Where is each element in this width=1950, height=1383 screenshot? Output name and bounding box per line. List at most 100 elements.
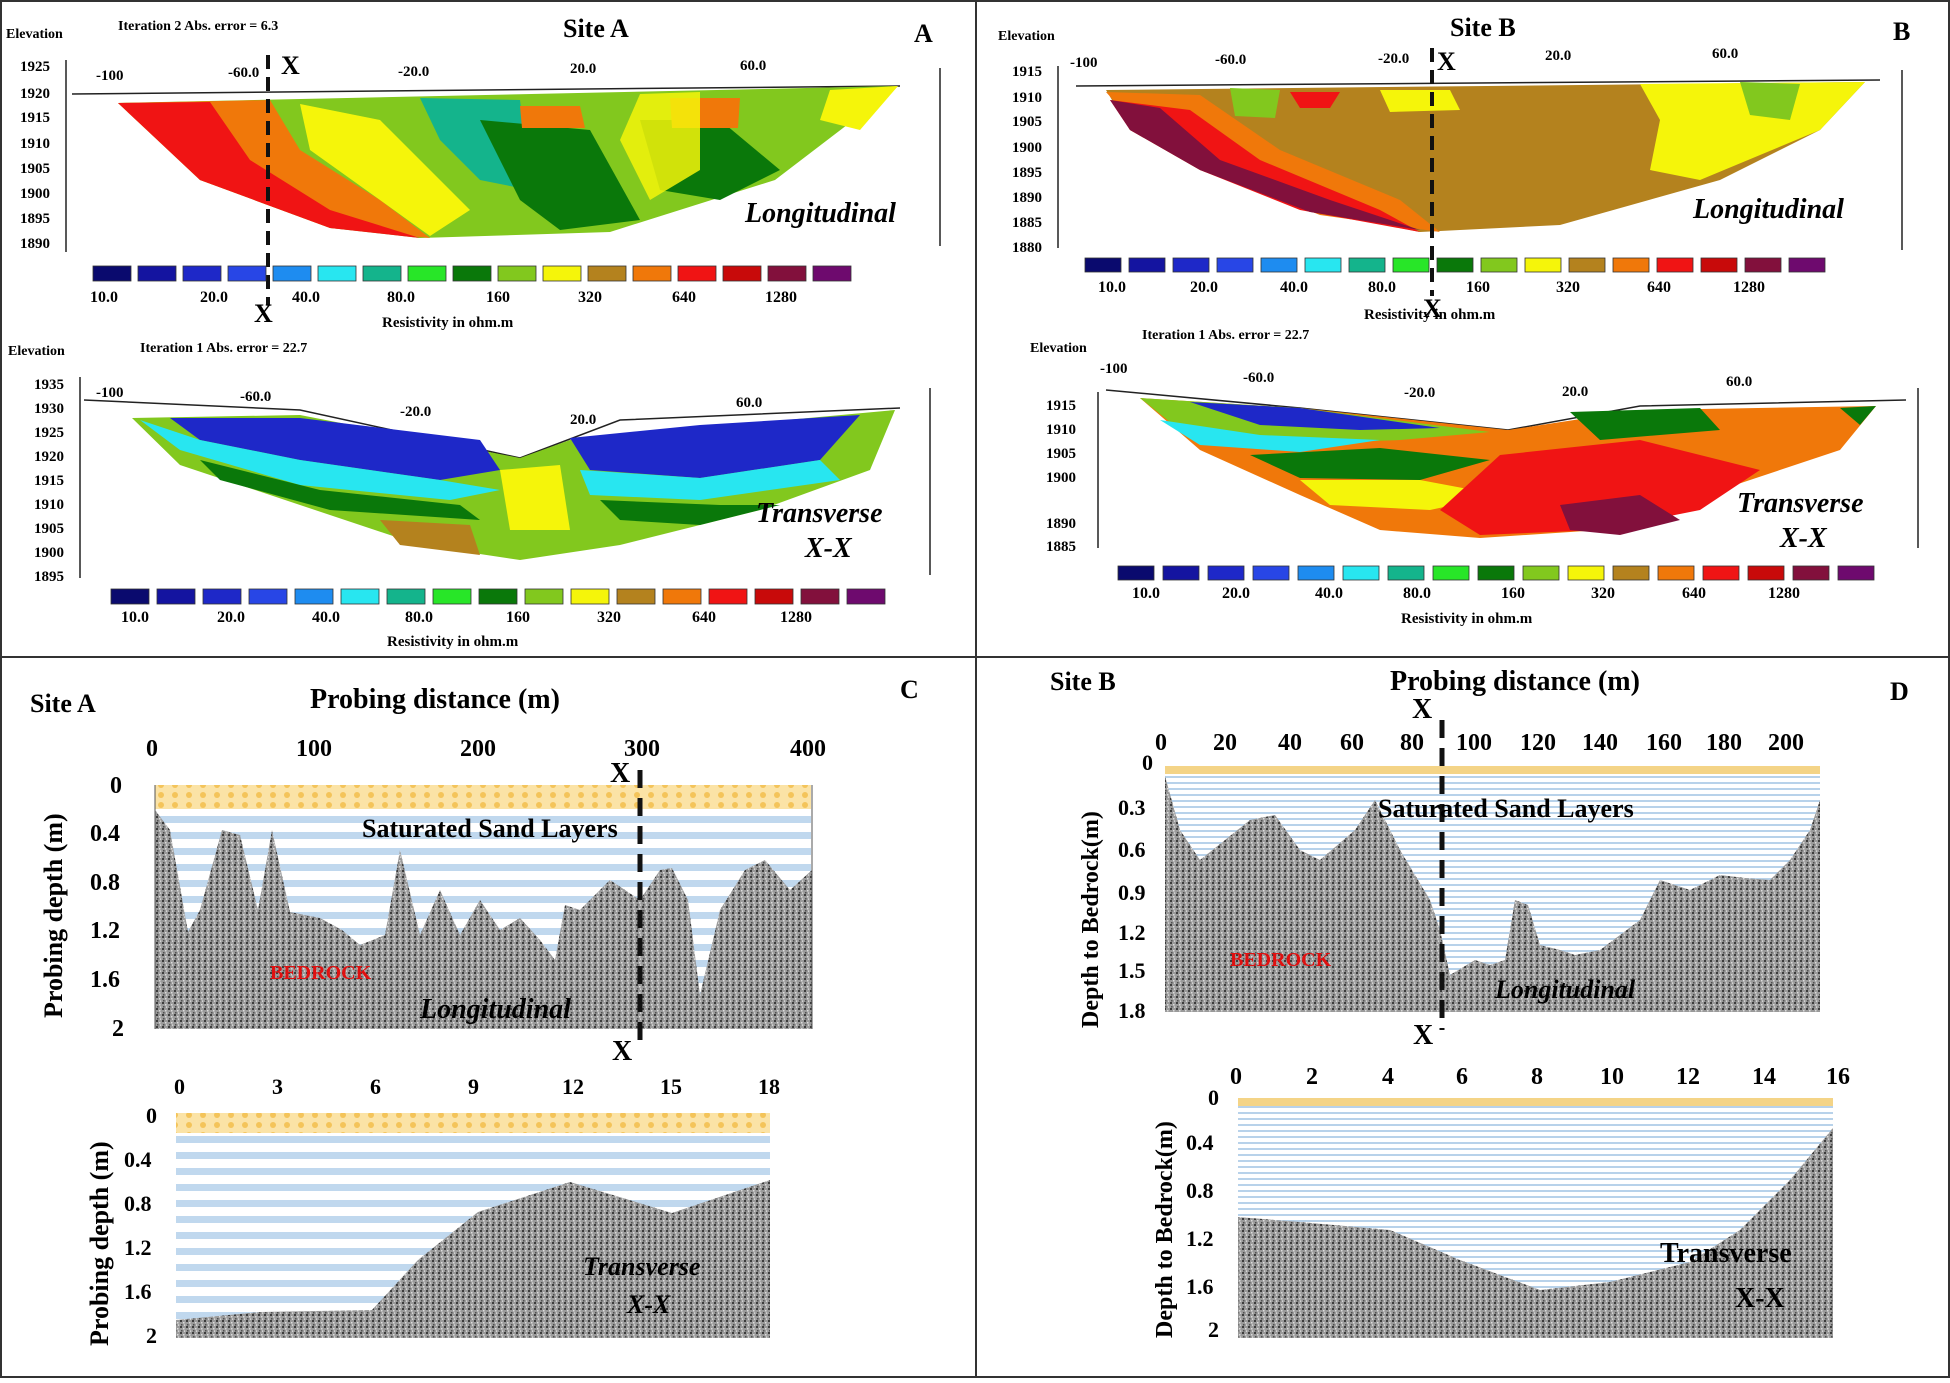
color-scale-swatch bbox=[1252, 565, 1290, 581]
zone-very-high bbox=[118, 102, 420, 238]
y-tick: 0 bbox=[110, 773, 122, 799]
x-tick: 16 bbox=[1826, 1064, 1850, 1090]
elevation-label: Elevation bbox=[998, 29, 1055, 44]
y-tick: 1910 bbox=[34, 497, 64, 513]
x-tick: 120 bbox=[1520, 730, 1556, 756]
color-scale-swatch bbox=[754, 588, 794, 605]
color-scale-swatch bbox=[1392, 257, 1430, 273]
x-tick: 3 bbox=[272, 1074, 283, 1099]
scale-label: 10.0 bbox=[1098, 279, 1126, 296]
scale-label: 1280 bbox=[780, 609, 812, 626]
color-scale-swatch bbox=[1657, 565, 1695, 581]
panel-b: B Site B Elevation -100 -60.0 -20.0 20.0… bbox=[998, 13, 1919, 627]
color-scale-swatch bbox=[110, 588, 150, 605]
panel-c: C Site A Probing distance (m) 0 100 200 … bbox=[30, 675, 919, 1348]
resistivity-section bbox=[1106, 82, 1865, 232]
scale-label: 160 bbox=[486, 289, 510, 306]
scale-label: 320 bbox=[597, 609, 621, 626]
color-scale-swatch bbox=[340, 588, 380, 605]
y-tick: 1915 bbox=[34, 473, 64, 489]
topsoil-layer bbox=[1165, 766, 1820, 774]
x-tick: -60.0 bbox=[228, 65, 259, 81]
x-tick-labels: 0 100 200 300 400 bbox=[146, 736, 826, 762]
color-scale-swatch bbox=[1702, 565, 1740, 581]
x-tick: 15 bbox=[660, 1074, 682, 1099]
panel-d-longitudinal-chart: 0 20 40 60 80 100 120 140 160 180 200 0 … bbox=[1078, 694, 1820, 1051]
y-tick: 0.4 bbox=[90, 821, 120, 847]
scale-label: 10.0 bbox=[90, 289, 118, 306]
x-tick: 60.0 bbox=[1726, 374, 1752, 390]
color-scale-swatch bbox=[542, 265, 582, 282]
y-tick-labels: 1915 1910 1905 1900 1895 1890 1885 1880 bbox=[1012, 64, 1042, 256]
x-tick: 60.0 bbox=[1712, 46, 1738, 62]
topsoil-layer bbox=[1238, 1098, 1833, 1106]
scale-label: 320 bbox=[1591, 585, 1615, 602]
topsoil-layer bbox=[155, 785, 811, 809]
iteration-text: Iteration 1 Abs. error = 22.7 bbox=[1142, 328, 1309, 343]
color-scale-swatch bbox=[632, 265, 672, 282]
x-tick-labels: -100 -60.0 -20.0 20.0 60.0 bbox=[96, 385, 762, 428]
x-tick: 2 bbox=[1306, 1064, 1318, 1090]
x-tick: 160 bbox=[1646, 730, 1682, 756]
color-scale-swatch bbox=[1524, 257, 1562, 273]
section-label-xx: X-X bbox=[804, 533, 853, 564]
x-tick: 0 bbox=[146, 736, 158, 762]
zone-high-pocket bbox=[520, 106, 585, 128]
x-tick: 100 bbox=[1456, 730, 1492, 756]
color-scale-swatch bbox=[1477, 565, 1515, 581]
color-scale-swatch bbox=[812, 265, 852, 282]
color-scale-swatch bbox=[227, 265, 267, 282]
scale-label: 160 bbox=[1501, 585, 1525, 602]
zone-mid-brown bbox=[380, 520, 480, 555]
color-scale-swatch bbox=[1837, 565, 1875, 581]
panel-c-transverse-chart: 0 3 6 9 12 15 18 0 0.4 0.8 1.2 1.6 2 Pro… bbox=[85, 1074, 780, 1348]
x-tick: 12 bbox=[562, 1074, 584, 1099]
x-tick: -60.0 bbox=[1215, 52, 1246, 68]
y-tick: 1925 bbox=[34, 425, 64, 441]
zone-mixed-2 bbox=[1230, 88, 1280, 118]
color-scale-swatch bbox=[1297, 565, 1335, 581]
zone-lowmid bbox=[480, 120, 640, 230]
y-tick: 0.3 bbox=[1118, 795, 1146, 820]
zone-very-low bbox=[170, 418, 500, 480]
x-axis-title: Probing distance (m) bbox=[310, 684, 560, 715]
color-scale bbox=[110, 588, 886, 605]
section-label-xx: X-X bbox=[1735, 1283, 1785, 1314]
color-scale-swatch bbox=[1744, 257, 1782, 273]
x-tick: 18 bbox=[758, 1074, 780, 1099]
x-tick: 60.0 bbox=[736, 395, 762, 411]
scale-label: 20.0 bbox=[200, 289, 228, 306]
scale-labels: 10.0 20.0 40.0 80.0 160 320 640 1280 bbox=[90, 289, 797, 306]
y-tick-labels: 0 0.4 0.8 1.2 1.6 2 bbox=[90, 773, 124, 1042]
color-scale-swatch bbox=[478, 588, 518, 605]
zone-lowmid-2 bbox=[1570, 408, 1720, 440]
color-scale-swatch bbox=[272, 265, 312, 282]
y-tick: 1900 bbox=[1012, 140, 1042, 156]
zone-pocket-2 bbox=[1380, 90, 1460, 112]
x-tick: -60.0 bbox=[1243, 370, 1274, 386]
zone-lowmid bbox=[200, 460, 480, 520]
color-scale-swatch bbox=[1567, 565, 1605, 581]
zone-pocket bbox=[1290, 92, 1340, 108]
section-label-xx: X-X bbox=[626, 1290, 671, 1319]
scale-title: Resistivity in ohm.m bbox=[387, 634, 519, 650]
color-scale-swatch bbox=[677, 265, 717, 282]
x-tick: 180 bbox=[1706, 730, 1742, 756]
color-scale-swatch bbox=[587, 265, 627, 282]
color-scale-swatch bbox=[846, 588, 886, 605]
scale-title: Resistivity in ohm.m bbox=[1364, 307, 1496, 323]
y-tick: 0 bbox=[146, 1103, 157, 1128]
y-tick-labels: 0 0.4 0.8 1.2 1.6 2 bbox=[124, 1103, 157, 1348]
color-scale-swatch bbox=[317, 265, 357, 282]
y-tick-labels: 1925 1920 1915 1910 1905 1900 1895 1890 bbox=[20, 59, 50, 252]
scale-label: 10.0 bbox=[121, 609, 149, 626]
panel-letter-a: A bbox=[914, 19, 933, 48]
panel-a-site-title: Site A bbox=[563, 14, 629, 43]
y-tick-labels: 1915 1910 1905 1900 1890 1885 bbox=[1046, 398, 1076, 555]
scale-label: 40.0 bbox=[312, 609, 340, 626]
x-tick: -60.0 bbox=[240, 389, 271, 405]
y-tick: 1910 bbox=[20, 136, 50, 152]
x-tick: 140 bbox=[1582, 730, 1618, 756]
x-tick-labels: -100 -60.0 -20.0 20.0 60.0 bbox=[1100, 361, 1752, 401]
x-tick: 8 bbox=[1531, 1064, 1543, 1090]
